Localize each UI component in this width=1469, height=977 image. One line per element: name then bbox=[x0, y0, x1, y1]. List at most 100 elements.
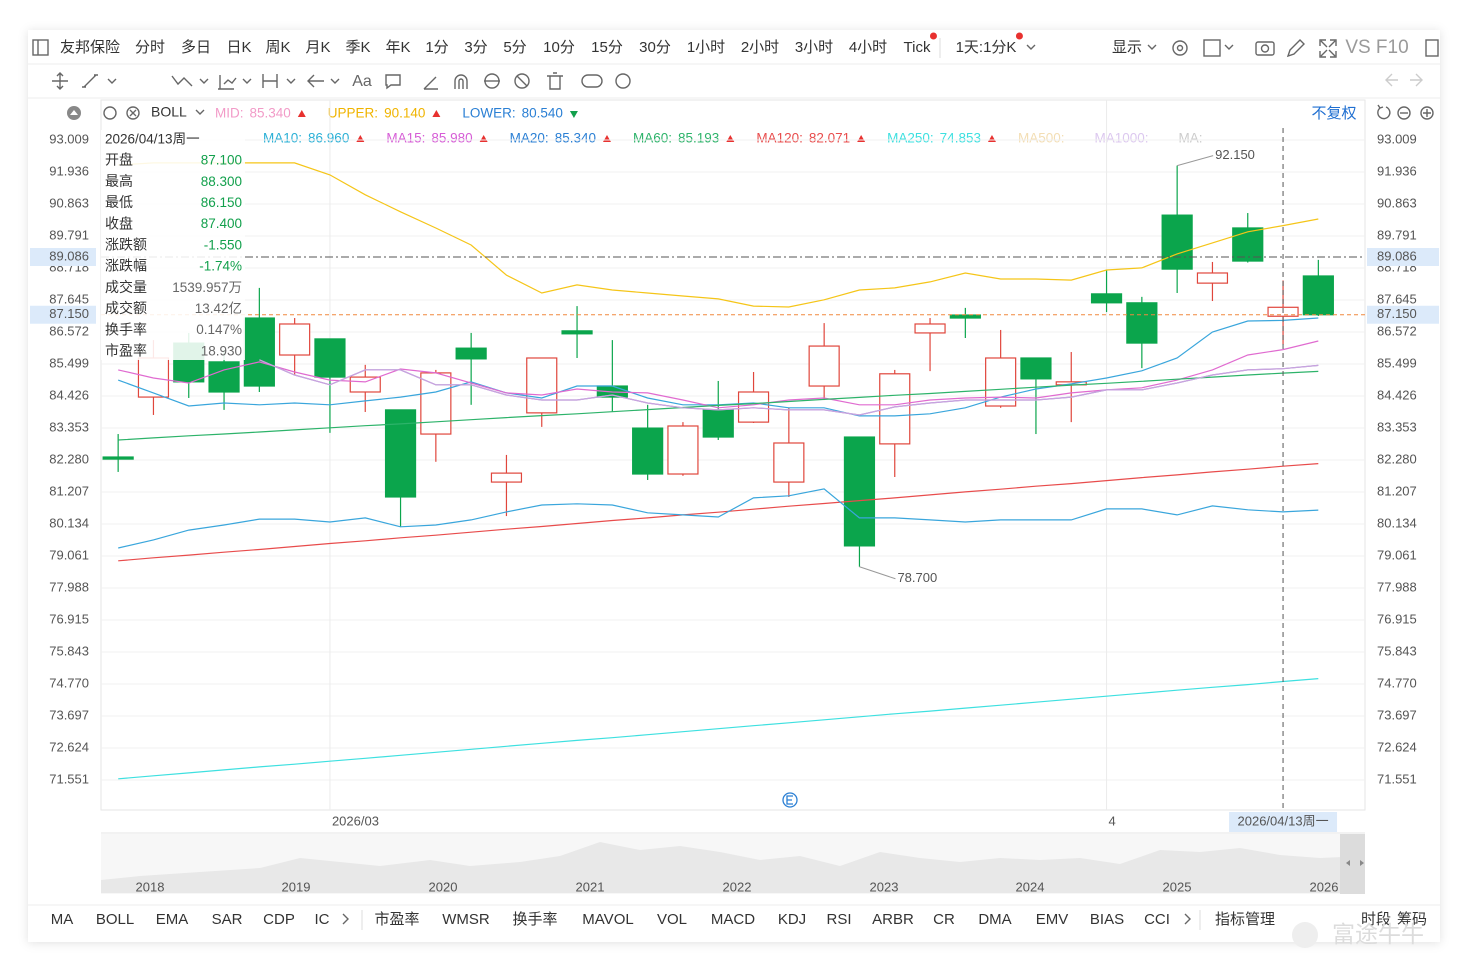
period-tab[interactable]: 10分 bbox=[543, 39, 575, 56]
y-tick-label-right: 73.697 bbox=[1377, 707, 1417, 722]
toggle-icon[interactable] bbox=[581, 74, 603, 88]
price-tag bbox=[1367, 248, 1439, 267]
chips-tab[interactable]: 筹码 bbox=[1397, 911, 1427, 928]
indicator-tab[interactable]: 换手率 bbox=[512, 911, 557, 928]
settings-icon[interactable] bbox=[1172, 40, 1188, 56]
chevron[interactable] bbox=[1026, 44, 1036, 50]
indicator-name[interactable]: BOLL bbox=[151, 104, 187, 120]
chevron[interactable] bbox=[1147, 44, 1157, 50]
panel-icon[interactable] bbox=[1425, 39, 1439, 57]
candle-body bbox=[1020, 357, 1052, 380]
period-tab[interactable]: 年K bbox=[385, 39, 410, 56]
compare-button[interactable]: VS F10 bbox=[1345, 37, 1408, 58]
period-tab[interactable]: 月K bbox=[305, 39, 330, 56]
indicator-tab[interactable]: MAVOL bbox=[582, 911, 633, 928]
indicator-line bbox=[118, 340, 1319, 409]
fib-icon[interactable] bbox=[218, 75, 237, 90]
period-tab[interactable]: 多日 bbox=[181, 39, 211, 56]
sidebar-icon[interactable] bbox=[32, 39, 49, 56]
period-tab[interactable]: 30分 bbox=[639, 39, 671, 56]
indicator-tab[interactable]: EMV bbox=[1036, 911, 1069, 928]
period-tab[interactable]: 1天:1分K bbox=[956, 39, 1017, 56]
move-icon[interactable] bbox=[52, 72, 68, 90]
legend-label: MA15: bbox=[386, 131, 425, 146]
candle-body bbox=[949, 314, 981, 319]
period-tab[interactable]: 1小时 bbox=[687, 39, 725, 56]
indicator-tab[interactable]: VOL bbox=[657, 911, 687, 928]
wave-icon[interactable] bbox=[171, 75, 193, 87]
navigator-year: 2020 bbox=[429, 879, 458, 894]
symbol[interactable]: 友邦保险 bbox=[60, 39, 120, 56]
layout-icon[interactable] bbox=[1203, 39, 1221, 57]
font-tool[interactable]: Aa bbox=[352, 73, 372, 90]
period-tab[interactable]: 15分 bbox=[591, 39, 623, 56]
measure-icon[interactable] bbox=[262, 74, 278, 88]
camera-icon[interactable] bbox=[1255, 41, 1275, 56]
back-icon[interactable] bbox=[307, 74, 324, 88]
y-tick-label-right: 74.770 bbox=[1377, 675, 1417, 690]
draw-icon[interactable] bbox=[1286, 39, 1305, 58]
info-label: 收盘 bbox=[105, 215, 133, 231]
zoom-out-icon[interactable] bbox=[1397, 106, 1411, 120]
delete-icon[interactable] bbox=[547, 72, 563, 90]
undo-icon[interactable] bbox=[1385, 73, 1398, 87]
indicator-tab[interactable]: EMA bbox=[156, 911, 189, 928]
close-icon[interactable] bbox=[126, 106, 140, 120]
line-icon[interactable] bbox=[82, 74, 98, 88]
collapse-icon bbox=[70, 110, 78, 115]
y-tick-label: 74.770 bbox=[49, 675, 89, 690]
candle-body bbox=[420, 372, 452, 435]
period-tab[interactable]: 分时 bbox=[135, 39, 165, 56]
display-menu[interactable]: 显示 bbox=[1112, 39, 1142, 56]
chevron[interactable] bbox=[1184, 913, 1191, 925]
indicator-tab[interactable]: SAR bbox=[212, 911, 243, 928]
indicator-tab[interactable]: 市盈率 bbox=[374, 911, 419, 928]
y-tick-label: 73.697 bbox=[49, 707, 89, 722]
magnet-icon[interactable] bbox=[454, 74, 468, 89]
indicator-tab[interactable]: RSI bbox=[826, 911, 851, 928]
indicator-tab[interactable]: ARBR bbox=[872, 911, 914, 928]
indicator-tab[interactable]: DMA bbox=[978, 911, 1011, 928]
indicator-tab[interactable]: MA bbox=[51, 911, 74, 928]
pen-icon[interactable] bbox=[423, 76, 438, 90]
indicator-tab[interactable]: CCI bbox=[1144, 911, 1170, 928]
indicator-tab[interactable]: KDJ bbox=[778, 911, 806, 928]
indicator-tab[interactable]: CR bbox=[933, 911, 955, 928]
chevron[interactable] bbox=[195, 109, 205, 115]
indicator-tab[interactable]: IC bbox=[315, 911, 330, 928]
indicator-tab[interactable]: WMSR bbox=[442, 911, 490, 928]
period-tab[interactable]: 周K bbox=[265, 39, 290, 56]
legend-value: 85.340 bbox=[555, 131, 596, 146]
chevron[interactable] bbox=[342, 913, 349, 925]
period-tab[interactable]: Tick bbox=[904, 39, 931, 56]
settings-icon[interactable] bbox=[103, 106, 117, 120]
period-tab[interactable]: 5分 bbox=[503, 39, 526, 56]
period-tab[interactable]: 季K bbox=[345, 39, 370, 56]
hide-icon[interactable] bbox=[514, 73, 530, 89]
reset-icon[interactable] bbox=[1377, 104, 1391, 120]
toolbar-icons bbox=[32, 39, 1439, 925]
indicator-tab[interactable]: BIAS bbox=[1090, 911, 1124, 928]
period-tab[interactable]: 1分 bbox=[425, 39, 448, 56]
period-tab[interactable]: 3分 bbox=[464, 39, 487, 56]
indicator-tab[interactable]: CDP bbox=[263, 911, 295, 928]
indicator-tab[interactable]: BOLL bbox=[96, 911, 134, 928]
legend-value: 74.853 bbox=[940, 131, 981, 146]
period-tab[interactable]: 日K bbox=[226, 39, 251, 56]
period-tab[interactable]: 4小时 bbox=[849, 39, 887, 56]
manage-tab[interactable]: 指标管理 bbox=[1215, 911, 1275, 928]
notice-dot bbox=[929, 32, 937, 40]
adjust-button[interactable]: 不复权 bbox=[1311, 104, 1356, 122]
zoom-in-icon[interactable] bbox=[1420, 106, 1434, 120]
period-tab[interactable]: 时段 bbox=[1361, 911, 1391, 928]
period-tab[interactable]: 2小时 bbox=[741, 39, 779, 56]
fullscreen-icon[interactable] bbox=[1319, 39, 1337, 58]
indicator-tab[interactable]: MACD bbox=[711, 911, 755, 928]
redo-icon[interactable] bbox=[1410, 73, 1423, 87]
period-tab[interactable]: 3小时 bbox=[795, 39, 833, 56]
settings-icon[interactable] bbox=[615, 73, 631, 89]
note-icon[interactable] bbox=[385, 74, 401, 90]
legend-value: 82.071 bbox=[809, 131, 850, 146]
y-tick-label: 79.061 bbox=[49, 547, 89, 562]
